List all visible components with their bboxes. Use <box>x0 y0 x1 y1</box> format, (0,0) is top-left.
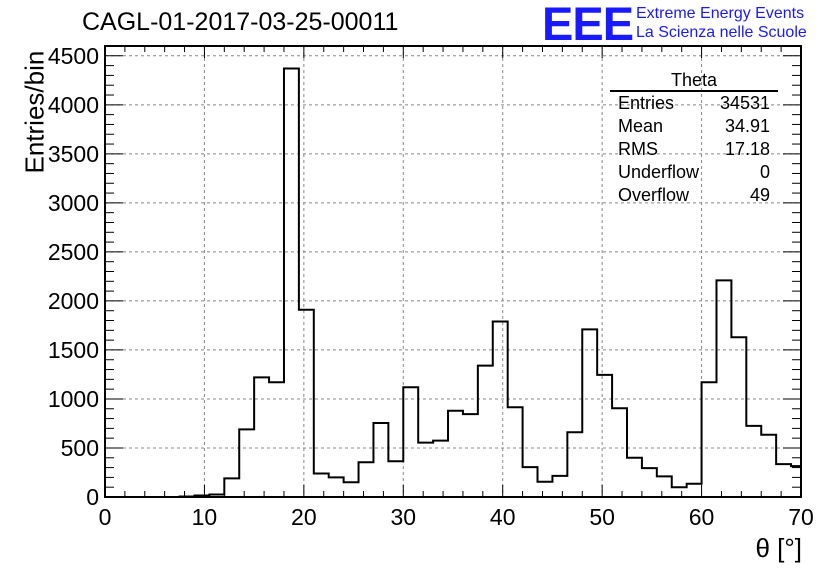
x-tick-label: 0 <box>99 504 112 530</box>
y-tick-label: 3000 <box>48 190 99 216</box>
stats-value: 17.18 <box>724 139 770 159</box>
x-axis-label: θ [°] <box>755 533 802 563</box>
y-tick-label: 1000 <box>48 386 99 412</box>
stats-label: Overflow <box>618 185 690 205</box>
logo-line-2: La Scienza nelle Scuole <box>636 24 807 41</box>
y-tick-label: 2000 <box>48 288 99 314</box>
histogram-series <box>105 67 802 498</box>
x-tick-label: 20 <box>291 504 317 530</box>
y-tick-label: 4000 <box>48 92 99 118</box>
stats-value: 0 <box>759 162 770 182</box>
stats-value: 34531 <box>719 93 770 113</box>
stats-row-entries: Entries 34531 <box>610 92 778 115</box>
y-axis-ticks: 0 500 1000 1500 2000 2500 3000 3500 4000 4500 <box>48 43 801 510</box>
y-tick-label: 3500 <box>48 141 99 167</box>
stats-title: Theta <box>610 70 778 92</box>
y-tick-label: 1500 <box>48 337 99 363</box>
stats-label: Mean <box>618 116 664 136</box>
y-tick-label: 2500 <box>48 239 99 265</box>
stats-label: Entries <box>618 93 675 113</box>
eee-logo: EEE <box>542 0 634 50</box>
x-tick-label: 50 <box>589 504 615 530</box>
stats-value: 34.91 <box>724 116 770 136</box>
stats-row-underflow: Underflow 0 <box>610 161 778 184</box>
x-tick-label: 70 <box>788 504 814 530</box>
logo-line-1: Extreme Energy Events <box>636 5 805 22</box>
stats-row-overflow: Overflow 49 <box>610 184 778 207</box>
stats-value: 49 <box>749 185 770 205</box>
stats-label: Underflow <box>618 162 700 182</box>
x-tick-label: 40 <box>490 504 516 530</box>
grid-lines <box>105 46 801 497</box>
y-tick-label: 0 <box>86 484 99 510</box>
x-axis-ticks: 0 10 20 30 40 50 60 70 <box>99 46 814 530</box>
stats-box: Theta Entries 34531 Mean 34.91 RMS 17.18… <box>610 70 778 207</box>
stats-label: RMS <box>618 139 658 159</box>
chart-title: CAGL-01-2017-03-25-00011 <box>82 8 399 36</box>
stats-row-rms: RMS 17.18 <box>610 138 778 161</box>
x-tick-label: 60 <box>689 504 715 530</box>
x-tick-label: 30 <box>390 504 416 530</box>
x-tick-label: 10 <box>192 504 218 530</box>
stats-row-mean: Mean 34.91 <box>610 115 778 138</box>
y-tick-label: 500 <box>61 435 99 461</box>
y-tick-label: 4500 <box>48 43 99 69</box>
y-axis-label: Entries/bin <box>19 50 50 174</box>
